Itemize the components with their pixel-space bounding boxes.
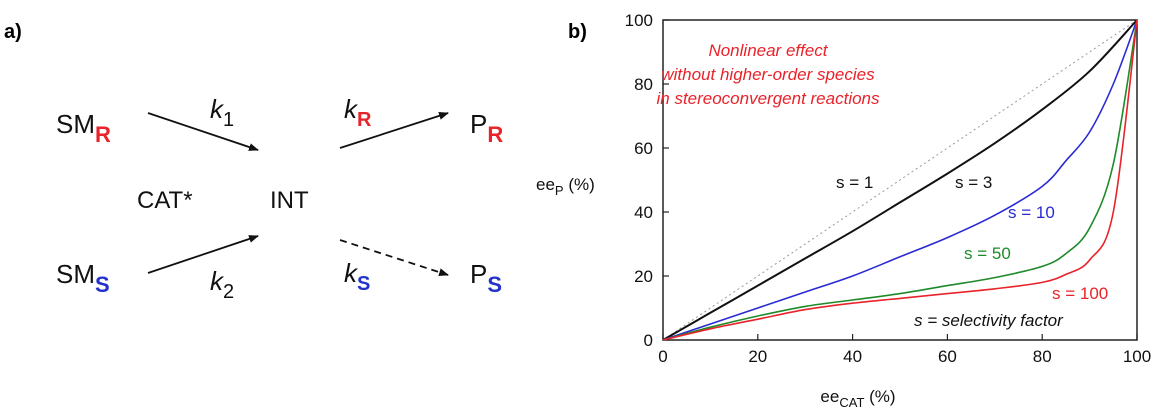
x-tick-label: 20 xyxy=(748,347,767,366)
rate-ks: kS xyxy=(344,258,370,295)
annotation: Nonlinear effect without higher-order sp… xyxy=(656,41,880,108)
series-label-s50: s = 50 xyxy=(964,244,1011,263)
plot-area: 0 20 40 60 80 100 0 20 40 60 80 100 xyxy=(625,11,1152,366)
species-sm-r: SMR xyxy=(56,109,111,147)
y-tick-label: 100 xyxy=(625,11,653,30)
panel-b: b) 0 20 40 60 80 100 0 20 40 60 80 100 eeCAT (%) ee… xyxy=(536,11,1151,409)
series-label-s100: s = 100 xyxy=(1052,284,1108,303)
arrow-k2 xyxy=(147,235,259,274)
axis-ticks: 0 20 40 60 80 100 0 20 40 60 80 100 xyxy=(625,11,1152,366)
arrow-ks xyxy=(339,239,449,277)
annotation-line-1: Nonlinear effect xyxy=(708,41,828,60)
species-sm-s: SMS xyxy=(56,259,110,297)
species-cat: CAT* xyxy=(137,187,193,214)
series-line-s50 xyxy=(662,19,1138,341)
arrow-kr xyxy=(339,111,449,149)
plot-frame xyxy=(662,19,1138,341)
series-line-s1 xyxy=(662,19,1138,341)
series-line-s10 xyxy=(662,19,1138,341)
series-line-s100 xyxy=(662,19,1138,341)
footnote: s = selectivity factor xyxy=(914,311,1064,330)
rate-k1: k1 xyxy=(210,94,234,131)
species-int: INT xyxy=(270,187,309,214)
x-tick-label: 100 xyxy=(1123,347,1151,366)
series-label-s10: s = 10 xyxy=(1008,203,1055,222)
series-layer xyxy=(662,19,1138,341)
x-axis-label: eeCAT (%) xyxy=(820,387,895,409)
y-tick-label: 20 xyxy=(634,267,653,286)
x-tick-label: 40 xyxy=(843,347,862,366)
x-tick-label: 60 xyxy=(938,347,957,366)
y-tick-label: 40 xyxy=(634,203,653,222)
rate-k2: k2 xyxy=(210,266,234,303)
y-tick-label: 0 xyxy=(644,331,653,350)
panel-b-label: b) xyxy=(568,21,587,43)
x-tick-label: 80 xyxy=(1033,347,1052,366)
y-axis-label: eeP (%) xyxy=(536,175,595,198)
y-tick-label: 60 xyxy=(634,139,653,158)
rate-kr: kR xyxy=(344,94,372,131)
series-label-s3: s = 3 xyxy=(955,173,992,192)
species-p-s: PS xyxy=(470,259,502,297)
x-tick-label: 0 xyxy=(658,347,667,366)
y-tick-label: 80 xyxy=(634,75,653,94)
species-p-r: PR xyxy=(470,109,503,147)
annotation-line-3: in stereoconvergent reactions xyxy=(656,89,880,108)
series-label-s1: s = 1 xyxy=(836,173,873,192)
annotation-line-2: without higher-order species xyxy=(661,65,875,84)
arrow-k1 xyxy=(147,112,259,151)
series-line-s3 xyxy=(662,19,1138,341)
panel-a: a) SMR SMS CAT* INT PR PS k1 k2 kR kS xyxy=(4,21,503,303)
panel-a-label: a) xyxy=(4,21,22,43)
